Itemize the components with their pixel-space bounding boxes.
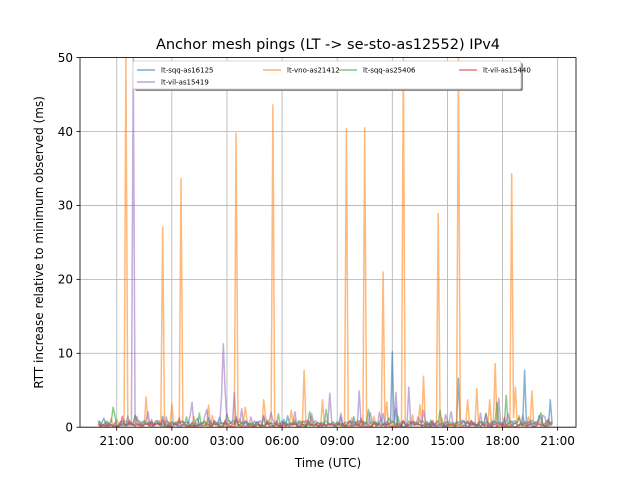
legend-label: lt-vno-as21412 xyxy=(287,67,340,75)
y-axis-ticks: 0 10 20 30 40 50 xyxy=(58,51,80,435)
series-lines xyxy=(97,57,553,428)
x-tick-label: 00:00 xyxy=(155,434,190,448)
chart-title: Anchor mesh pings (LT -> se-sto-as12552)… xyxy=(156,37,500,53)
legend-label: lt-vil-as15419 xyxy=(161,79,209,87)
legend-label: lt-sqq-as25406 xyxy=(363,67,416,75)
y-tick-label: 30 xyxy=(58,199,73,213)
x-tick-label: 06:00 xyxy=(265,434,300,448)
y-axis-label: RTT increase relative to minimum observe… xyxy=(32,96,46,389)
x-tick-label: 15:00 xyxy=(430,434,465,448)
plot-frame xyxy=(79,57,577,428)
x-axis-label: Time (UTC) xyxy=(294,456,361,470)
x-tick-label: 12:00 xyxy=(375,434,410,448)
x-tick-label: 21:00 xyxy=(99,434,134,448)
x-tick-label: 09:00 xyxy=(320,434,355,448)
y-tick-label: 10 xyxy=(58,347,73,361)
series-line-lt-vil-as15419 xyxy=(97,57,553,428)
x-tick-label: 03:00 xyxy=(210,434,245,448)
y-tick-label: 40 xyxy=(58,125,73,139)
legend-box xyxy=(132,60,522,90)
x-tick-label: 18:00 xyxy=(485,434,520,448)
x-tick-label: 21:00 xyxy=(540,434,575,448)
y-tick-label: 20 xyxy=(58,273,73,287)
legend: lt-sqq-as16125 lt-vno-as21412 lt-sqq-as254… xyxy=(132,60,531,91)
y-tick-label: 50 xyxy=(58,51,73,65)
legend-label: lt-sqq-as16125 xyxy=(161,67,213,75)
x-axis-ticks: 21:00 00:00 03:00 06:00 09:00 12:00 15:00 18:00… xyxy=(99,427,575,448)
y-tick-label: 0 xyxy=(65,421,73,435)
legend-label: lt-vil-as15440 xyxy=(483,67,531,75)
